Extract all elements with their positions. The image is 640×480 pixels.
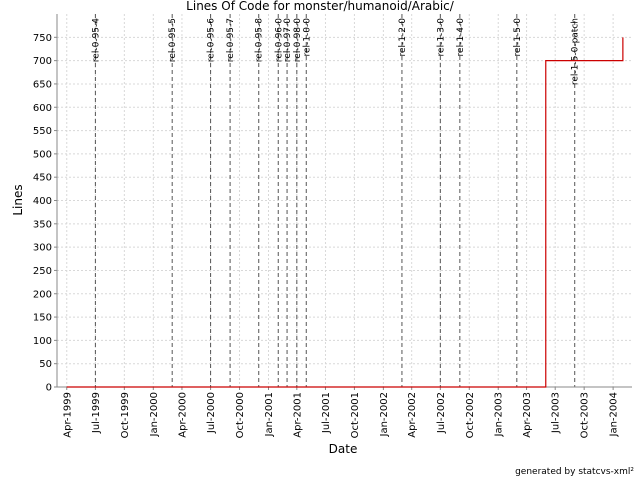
- x-tick-label: Jul-1999: [91, 392, 102, 434]
- y-tick-label: 600: [33, 103, 52, 114]
- y-tick-label: 0: [46, 383, 52, 394]
- tag-label: rel-0-98-0: [293, 18, 303, 62]
- tag-label: rel-0-95-5: [168, 18, 178, 62]
- x-tick-label: Oct-2003: [580, 392, 591, 438]
- x-tick-label: Jul-2002: [436, 392, 447, 434]
- y-tick-label: 650: [33, 79, 52, 90]
- tag-label: rel-0-97-0: [283, 18, 293, 62]
- y-tick-label: 500: [33, 149, 52, 160]
- y-tick-label: 50: [39, 359, 52, 370]
- y-tick-label: 350: [33, 219, 52, 230]
- tag-label: rel-0-95-7: [226, 18, 236, 62]
- y-tick-label: 200: [33, 289, 52, 300]
- x-tick-label: Oct-2002: [465, 392, 476, 438]
- y-tick-label: 400: [33, 196, 52, 207]
- x-tick-label: Apr-1999: [62, 392, 73, 438]
- x-tick-label: Apr-2003: [522, 392, 533, 438]
- plot-area: [57, 14, 632, 387]
- y-tick-label: 100: [33, 336, 52, 347]
- x-tick-label: Apr-2001: [292, 392, 303, 438]
- tag-label: rel-0-95-8: [255, 18, 265, 62]
- y-axis-label: Lines: [11, 184, 25, 215]
- x-tick-label: Oct-2000: [235, 392, 246, 438]
- x-tick-label: Jan-2004: [609, 392, 620, 437]
- x-tick-label: Oct-2001: [350, 392, 361, 438]
- tag-label: rel-0-95-6: [207, 18, 217, 62]
- x-axis-label: Date: [329, 442, 358, 456]
- x-tick-label: Jan-2002: [379, 392, 390, 437]
- y-tick-label: 700: [33, 56, 52, 67]
- footer: generated by statcvs-xml²: [515, 467, 634, 477]
- tag-label: rel-1-0-0: [302, 18, 312, 57]
- tag-label: rel-0-96-0: [274, 18, 284, 62]
- y-tick-label: 250: [33, 266, 52, 277]
- tag-label: rel-1-3-0: [436, 18, 446, 57]
- y-tick-label: 300: [33, 243, 52, 254]
- series-line: [66, 37, 624, 388]
- x-tick-label: Jul-2003: [551, 392, 562, 434]
- x-tick-label: Jan-2001: [264, 392, 275, 437]
- tag-label: rel-0-95-4: [91, 18, 101, 62]
- x-tick-label: Apr-2000: [177, 392, 188, 438]
- x-tick-label: Apr-2002: [407, 392, 418, 438]
- tag-label: rel-1-4-0: [456, 18, 466, 57]
- x-tick-label: Jul-2001: [321, 392, 332, 434]
- y-tick-label: 450: [33, 173, 52, 184]
- tag-label: rel-1-5-0-patch: [571, 18, 581, 85]
- tag-label: rel-1-2-0: [398, 18, 408, 57]
- x-tick-label: Oct-1999: [120, 392, 131, 438]
- x-tick-label: Jan-2000: [149, 392, 160, 437]
- tag-label: rel-1-5-0: [513, 18, 523, 57]
- x-tick-label: Jan-2003: [494, 392, 505, 437]
- chart-title: Lines Of Code for monster/humanoid/Arabi…: [186, 0, 455, 13]
- y-tick-label: 550: [33, 126, 52, 137]
- y-tick-label: 750: [33, 33, 52, 44]
- x-tick-label: Jul-2000: [206, 392, 217, 434]
- y-tick-label: 150: [33, 313, 52, 324]
